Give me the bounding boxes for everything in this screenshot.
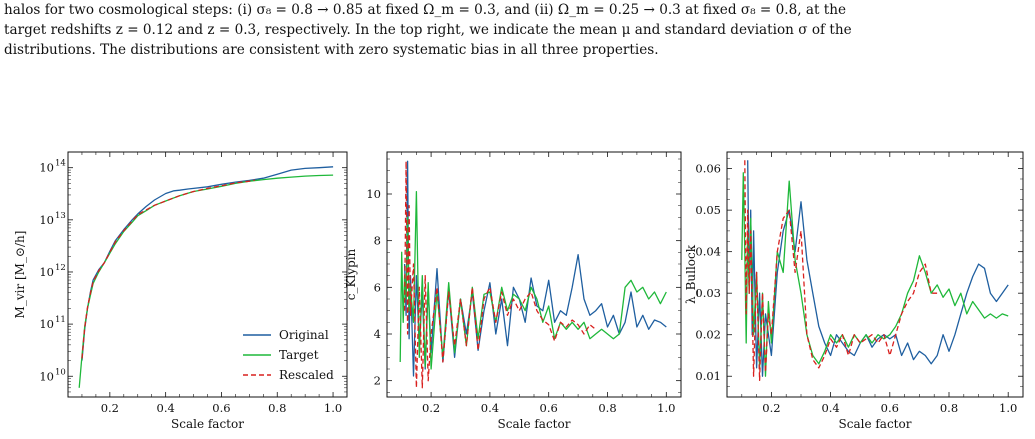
y-axis-label: λ_Bullock [684,244,698,304]
caption-line: target redshifts z = 0.12 and z = 0.3, r… [4,22,852,38]
y-tick-label: 10 [39,213,54,227]
legend-entry: Original [279,328,329,342]
y-tick-label: 0.01 [695,369,721,383]
x-tick-label: 1.0 [657,401,675,415]
y-tick-label: 2 [374,374,381,388]
legend-entry: Target [279,348,319,362]
chart-panel-2: 0.2 0.4 0.6 0.8 1.0 2 4 6 8 10 Scale factor c_Klypi… [344,151,682,431]
y-tick-label: 4 [374,327,381,341]
y-tick-label: 0.03 [695,286,721,300]
y-axis-label: c_Klypin [344,248,358,300]
y-tick-label: 0.05 [695,203,721,217]
y-tick-label: 10 [39,369,54,383]
x-tick-label: 0.6 [540,401,558,415]
x-tick-label: 0.8 [940,401,958,415]
y-tick-exponent: 12 [55,263,66,273]
y-tick-label: 0.06 [695,162,721,176]
series-line-target [741,172,1009,377]
x-tick-label: 0.4 [157,401,175,415]
x-axis-label: Scale factor [839,417,912,431]
y-tick-exponent: 13 [55,211,66,221]
legend-entry: Rescaled [279,368,334,382]
y-axis-label: M_vir [M_⊙/h] [13,231,27,319]
y-tick-label: 0.04 [695,245,721,259]
caption-line: distributions. The distributions are con… [4,42,659,58]
series-line-target [399,191,667,370]
y-tick-label: 10 [39,265,54,279]
x-axis-label: Scale factor [498,417,571,431]
x-tick-label: 1.0 [999,401,1017,415]
series-line-original [747,160,1009,377]
y-tick-label: 6 [374,280,381,294]
y-tick-label: 10 [39,317,54,331]
x-tick-label: 0.2 [101,401,119,415]
axes-frame [726,151,1024,398]
y-tick-label: 10 [366,187,381,201]
series-line-rescaled [403,160,597,389]
x-axis-label: Scale factor [171,417,244,431]
x-tick-label: 0.2 [762,401,780,415]
y-tick-exponent: 14 [55,159,66,169]
legend: Original Target Rescaled [243,328,334,382]
y-tick-exponent: 11 [55,315,66,325]
series-line-rescaled [744,160,938,382]
series-line-original [81,166,334,361]
x-tick-label: 0.6 [881,401,899,415]
y-tick-label: 8 [374,234,381,248]
x-tick-label: 0.2 [422,401,440,415]
y-tick-label: 0.02 [695,328,721,342]
x-tick-label: 0.4 [821,401,839,415]
x-tick-label: 1.0 [324,401,342,415]
y-tick-exponent: 10 [55,367,66,377]
x-tick-label: 0.4 [481,401,499,415]
y-tick-label: 10 [39,161,54,175]
caption-line: halos for two cosmological steps: (i) σ₈… [4,2,847,18]
x-tick-label: 0.6 [212,401,230,415]
x-tick-label: 0.8 [598,401,616,415]
chart-panel-3: 0.2 0.4 0.6 0.8 1.0 0.01 0.02 0.03 0.04 0.05 0.06 S… [684,151,1024,431]
series-line-rescaled [81,179,256,359]
figure-caption: halos for two cosmological steps: (i) σ₈… [4,0,1031,60]
x-tick-label: 0.8 [268,401,286,415]
